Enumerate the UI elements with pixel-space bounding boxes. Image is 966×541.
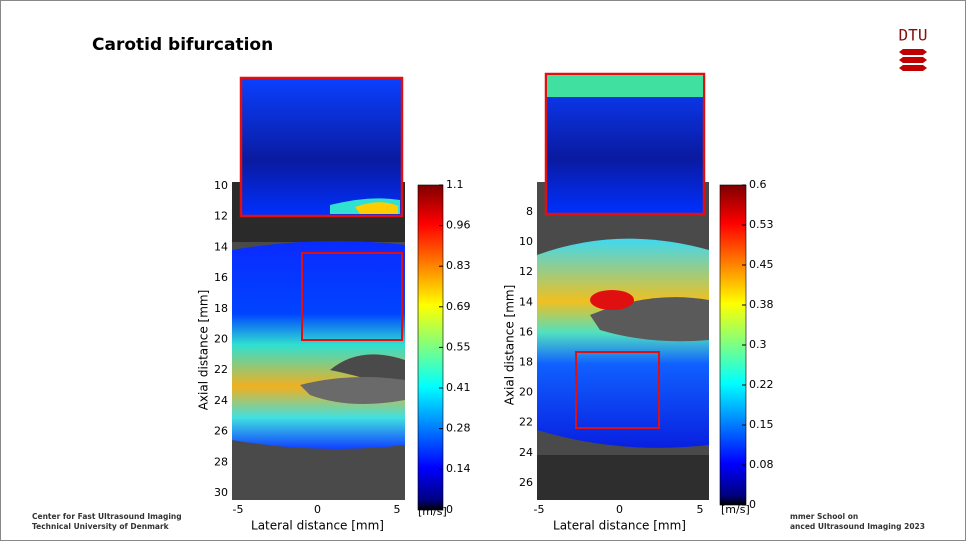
colorbar-right (719, 184, 747, 506)
x-tick-label: 5 (697, 503, 704, 516)
colorbar-tick-label: 0.38 (749, 298, 774, 311)
colorbar-tick-label: 0.53 (749, 218, 774, 231)
y-axis-label: Axial distance [mm] (503, 285, 517, 406)
slide-title: Carotid bifurcation (92, 35, 273, 55)
x-axis-label: Lateral distance [mm] (251, 519, 384, 533)
y-tick-label: 22 (214, 363, 228, 376)
colorbar-tick-label: 1.1 (446, 178, 464, 191)
x-axis-label: Lateral distance [mm] (553, 519, 686, 533)
y-tick-label: 24 (214, 394, 228, 407)
x-tick-label: 5 (394, 503, 401, 516)
colorbar-tick-label: 0.69 (446, 300, 471, 313)
y-tick-label: 18 (214, 302, 228, 315)
y-tick-label: 12 (519, 265, 533, 278)
y-axis-label: Axial distance [mm] (197, 290, 211, 411)
x-tick-label: 0 (314, 503, 321, 516)
colorbar-left (417, 184, 444, 511)
footer-left-line: Technical University of Denmark (32, 522, 170, 531)
footer-right-line: anced Ultrasound Imaging 2023 (790, 522, 925, 531)
y-tick-label: 24 (519, 446, 533, 459)
footer-left-line: Center for Fast Ultrasound Imaging (32, 512, 182, 521)
y-tick-label: 10 (519, 235, 533, 248)
y-tick-label: 20 (519, 386, 533, 399)
colorbar-tick-label: 0.6 (749, 178, 767, 191)
colorbar-tick-label: 0.15 (749, 418, 774, 431)
colorbar-tick-label: 0.28 (446, 422, 471, 435)
colorbar-tick-label: 0 (446, 503, 453, 516)
colorbar-tick-label: 0.96 (446, 219, 471, 232)
colorbar-tick-label: 0.55 (446, 340, 471, 353)
x-tick-label: -5 (534, 503, 545, 516)
colorbar-tick-label: 0.08 (749, 458, 774, 471)
colorbar-tick-label: 0.3 (749, 338, 767, 351)
logo-text: DTU (899, 26, 928, 45)
ultrasound-image-left (232, 76, 405, 500)
y-tick-label: 26 (519, 476, 533, 489)
y-tick-label: 14 (519, 295, 533, 308)
y-tick-label: 28 (214, 455, 228, 468)
logo-mark (899, 49, 927, 71)
x-tick-label: 0 (616, 503, 623, 516)
y-tick-label: 20 (214, 333, 228, 346)
colorbar-tick-label: 0.45 (749, 258, 774, 271)
colorbar-tick-label: 0.41 (446, 381, 471, 394)
x-tick-label: -5 (233, 503, 244, 516)
y-tick-label: 18 (519, 356, 533, 369)
y-tick-label: 16 (214, 271, 228, 284)
y-tick-label: 16 (519, 325, 533, 338)
y-tick-label: 22 (519, 416, 533, 429)
ultrasound-image-right (537, 72, 709, 500)
y-tick-label: 30 (214, 486, 228, 499)
y-tick-label: 8 (526, 205, 533, 218)
y-tick-label: 26 (214, 425, 228, 438)
y-tick-label: 14 (214, 240, 228, 253)
colorbar-tick-label: 0 (749, 498, 756, 511)
y-tick-label: 12 (214, 210, 228, 223)
colorbar-tick-label: 0.83 (446, 259, 471, 272)
colorbar-tick-label: 0.14 (446, 462, 471, 475)
footer-right-line: mmer School on (790, 512, 858, 521)
colorbar-unit: [m/s] (721, 503, 750, 516)
colorbar-tick-label: 0.22 (749, 378, 774, 391)
y-tick-label: 10 (214, 179, 228, 192)
colorbar-unit: [m/s] (418, 505, 447, 518)
